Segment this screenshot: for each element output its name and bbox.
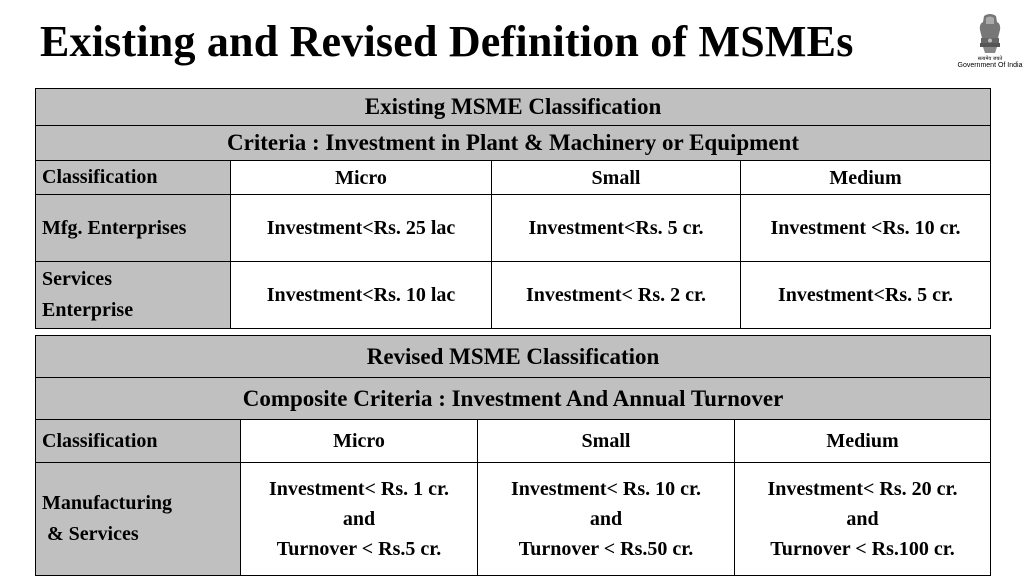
column-header-small: Small [491,160,741,195]
column-header-micro: Micro [230,160,492,195]
column-header-small: Small [477,419,735,463]
column-header-classification: Classification [35,419,241,463]
existing-criteria: Criteria : Investment in Plant & Machine… [34,125,992,161]
revised-classification-table: Revised MSME Classification Composite Cr… [34,335,992,576]
page-title: Existing and Revised Definition of MSMEs [40,17,854,66]
table-row: Services Enterprise Investment<Rs. 10 la… [35,261,992,329]
cell-line: Investment< Rs. 1 cr. [268,478,450,500]
cell-line: Turnover < Rs.50 cr. [518,538,694,560]
emblem-caption: Government Of India [957,62,1023,69]
emblem-motto: सत्यमेव जयते [977,56,1003,62]
row-label-line: Services [42,268,112,290]
table-row: Manufacturing & Services Investment< Rs.… [35,462,992,576]
revised-heading: Revised MSME Classification [34,335,992,378]
column-header-classification: Classification [35,160,231,195]
cell-line: Turnover < Rs.5 cr. [276,538,442,560]
cell-mfg-medium: Investment <Rs. 10 cr. [739,194,992,262]
row-label-line: Manufacturing [42,492,172,514]
cell-line: and [846,508,879,530]
existing-classification-table: Existing MSME Classification Criteria : … [34,88,992,329]
lion-capital-icon [979,14,1001,53]
cell-revised-medium: Investment< Rs. 20 cr. and Turnover < Rs… [733,462,992,576]
cell-mfg-micro: Investment<Rs. 25 lac [230,194,492,262]
cell-revised-micro: Investment< Rs. 1 cr. and Turnover < Rs.… [240,462,478,576]
row-label-manufacturing-services: Manufacturing & Services [35,462,241,576]
row-label-line: Enterprise [42,299,134,321]
existing-heading: Existing MSME Classification [34,88,992,126]
table-row: Mfg. Enterprises Investment<Rs. 25 lac I… [35,194,992,262]
cell-services-medium: Investment<Rs. 5 cr. [739,261,992,329]
column-header-micro: Micro [240,419,478,463]
column-header-medium: Medium [733,419,992,463]
cell-line: and [342,508,376,530]
cell-line: Investment< Rs. 10 cr. [510,478,702,500]
row-label-services: Services Enterprise [35,261,231,329]
cell-line: Investment< Rs. 20 cr. [767,478,958,500]
cell-services-small: Investment< Rs. 2 cr. [491,261,741,329]
column-header-medium: Medium [739,160,992,195]
cell-line: Turnover < Rs.100 cr. [770,538,955,560]
cell-mfg-small: Investment<Rs. 5 cr. [491,194,741,262]
row-label-line: & Services [42,523,139,545]
row-label-mfg: Mfg. Enterprises [35,194,231,262]
national-emblem: सत्यमेव जयते Government Of India [956,12,1024,82]
cell-services-micro: Investment<Rs. 10 lac [230,261,492,329]
cell-revised-small: Investment< Rs. 10 cr. and Turnover < Rs… [477,462,735,576]
cell-line: and [589,508,623,530]
revised-criteria: Composite Criteria : Investment And Annu… [34,377,992,420]
